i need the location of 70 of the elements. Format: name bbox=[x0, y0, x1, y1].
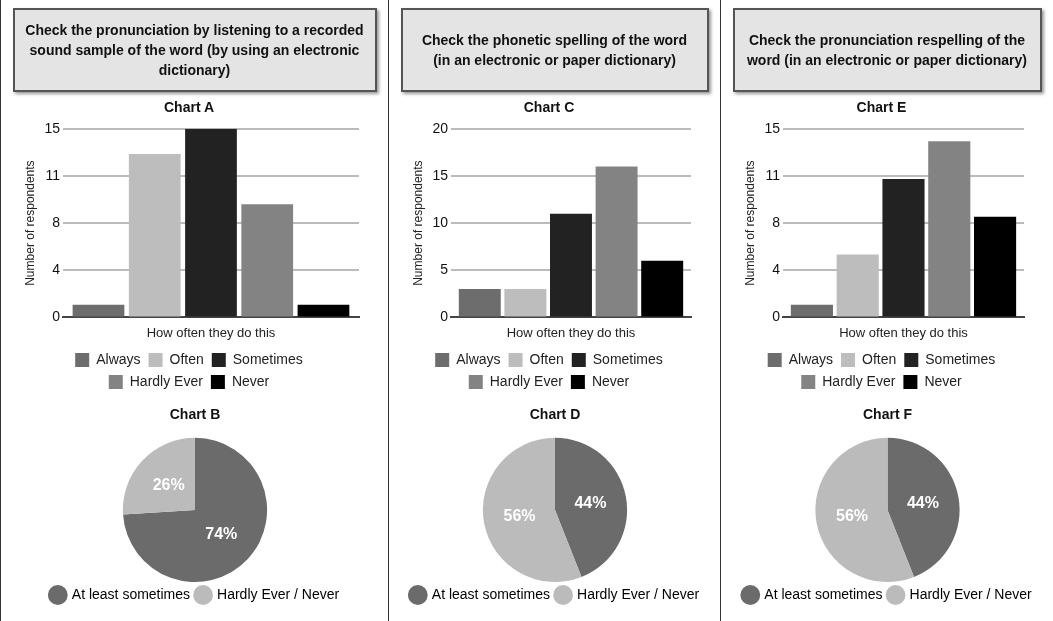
bar bbox=[503, 289, 546, 317]
bar bbox=[973, 216, 1016, 317]
y-tick-label: 0 bbox=[51, 308, 60, 325]
bar bbox=[72, 304, 124, 317]
y-tick-label: 0 bbox=[439, 308, 448, 325]
bar bbox=[881, 179, 925, 317]
bar bbox=[549, 213, 592, 317]
y-axis-title: Number of respondents bbox=[22, 160, 37, 286]
y-tick-label: 15 bbox=[43, 119, 60, 136]
bar bbox=[927, 141, 970, 317]
legend-label: Never bbox=[231, 372, 270, 389]
bar bbox=[790, 304, 833, 317]
x-axis-title: How often they do this bbox=[146, 324, 276, 340]
y-tick-label: 11 bbox=[764, 166, 780, 183]
y-tick-label: 8 bbox=[51, 213, 60, 230]
y-tick-label: 15 bbox=[763, 119, 780, 136]
legend-label: At least sometimes bbox=[431, 585, 550, 602]
legend-label: Always bbox=[455, 350, 501, 367]
legend-label: Always bbox=[95, 350, 141, 367]
legend-label: Never bbox=[923, 372, 962, 389]
x-axis-title: How often they do this bbox=[838, 324, 968, 340]
bar bbox=[640, 260, 683, 317]
legend-label: Sometimes bbox=[592, 350, 663, 367]
chart-subtitle: Chart A bbox=[163, 99, 214, 116]
legend-label: Hardly Ever bbox=[129, 372, 203, 389]
legend-label: At least sometimes bbox=[763, 585, 883, 602]
legend-label: Hardly Ever bbox=[821, 372, 896, 389]
y-tick-label: 20 bbox=[431, 119, 448, 136]
y-tick-label: 11 bbox=[44, 166, 60, 183]
y-tick-label: 10 bbox=[431, 213, 448, 230]
y-tick-label: 8 bbox=[771, 213, 780, 230]
y-tick-label: 15 bbox=[431, 166, 448, 183]
chart-title: Check the pronunciation respelling of the word (in an electronic or paper dictionary) bbox=[732, 8, 1042, 92]
legend-label: Hardly Ever / Never bbox=[909, 585, 1032, 602]
chart-title: Chart D bbox=[529, 406, 580, 423]
data-label: 44% bbox=[573, 493, 606, 511]
legend-label: Often bbox=[169, 350, 204, 367]
legend-label: At least sometimes bbox=[71, 585, 190, 602]
legend-label: Often bbox=[861, 350, 896, 367]
data-label: 56% bbox=[503, 507, 536, 525]
chart-title: Check the phonetic spelling of the word (in an electronic or paper dictionary) bbox=[400, 8, 709, 92]
y-tick-label: 0 bbox=[771, 308, 780, 325]
chart-title: Chart B bbox=[169, 406, 220, 423]
y-tick-label: 4 bbox=[771, 261, 780, 278]
legend-label: Hardly Ever / Never bbox=[576, 585, 700, 602]
legend-label: Sometimes bbox=[924, 350, 995, 367]
data-label: 74% bbox=[204, 524, 237, 542]
legend-label: Often bbox=[529, 350, 564, 367]
chart-title: Chart F bbox=[862, 406, 912, 423]
data-label: 44% bbox=[906, 493, 939, 511]
y-axis-title: Number of respondents bbox=[742, 160, 757, 286]
bar bbox=[297, 304, 349, 317]
x-axis-title: How often they do this bbox=[506, 324, 636, 340]
data-label: 56% bbox=[835, 507, 868, 525]
chart-subtitle: Chart E bbox=[856, 99, 906, 116]
legend-label: Always bbox=[788, 350, 833, 367]
legend-label: Sometimes bbox=[232, 350, 303, 367]
bar bbox=[240, 204, 293, 317]
legend-label: Never bbox=[591, 372, 630, 389]
y-tick-label: 5 bbox=[439, 261, 448, 278]
chart-subtitle: Chart C bbox=[523, 99, 574, 116]
data-label: 26% bbox=[152, 475, 185, 493]
legend-label: Hardly Ever bbox=[489, 372, 563, 389]
bar bbox=[184, 128, 237, 317]
bar bbox=[458, 289, 501, 317]
chart-title: Check the pronunciation by listening to a recorded sound sample of the word (by using an electronic dictionary) bbox=[12, 8, 377, 92]
legend-label: Hardly Ever / Never bbox=[216, 585, 340, 602]
y-axis-title: Number of respondents bbox=[410, 160, 425, 286]
y-tick-label: 4 bbox=[51, 261, 60, 278]
bar bbox=[595, 166, 638, 317]
